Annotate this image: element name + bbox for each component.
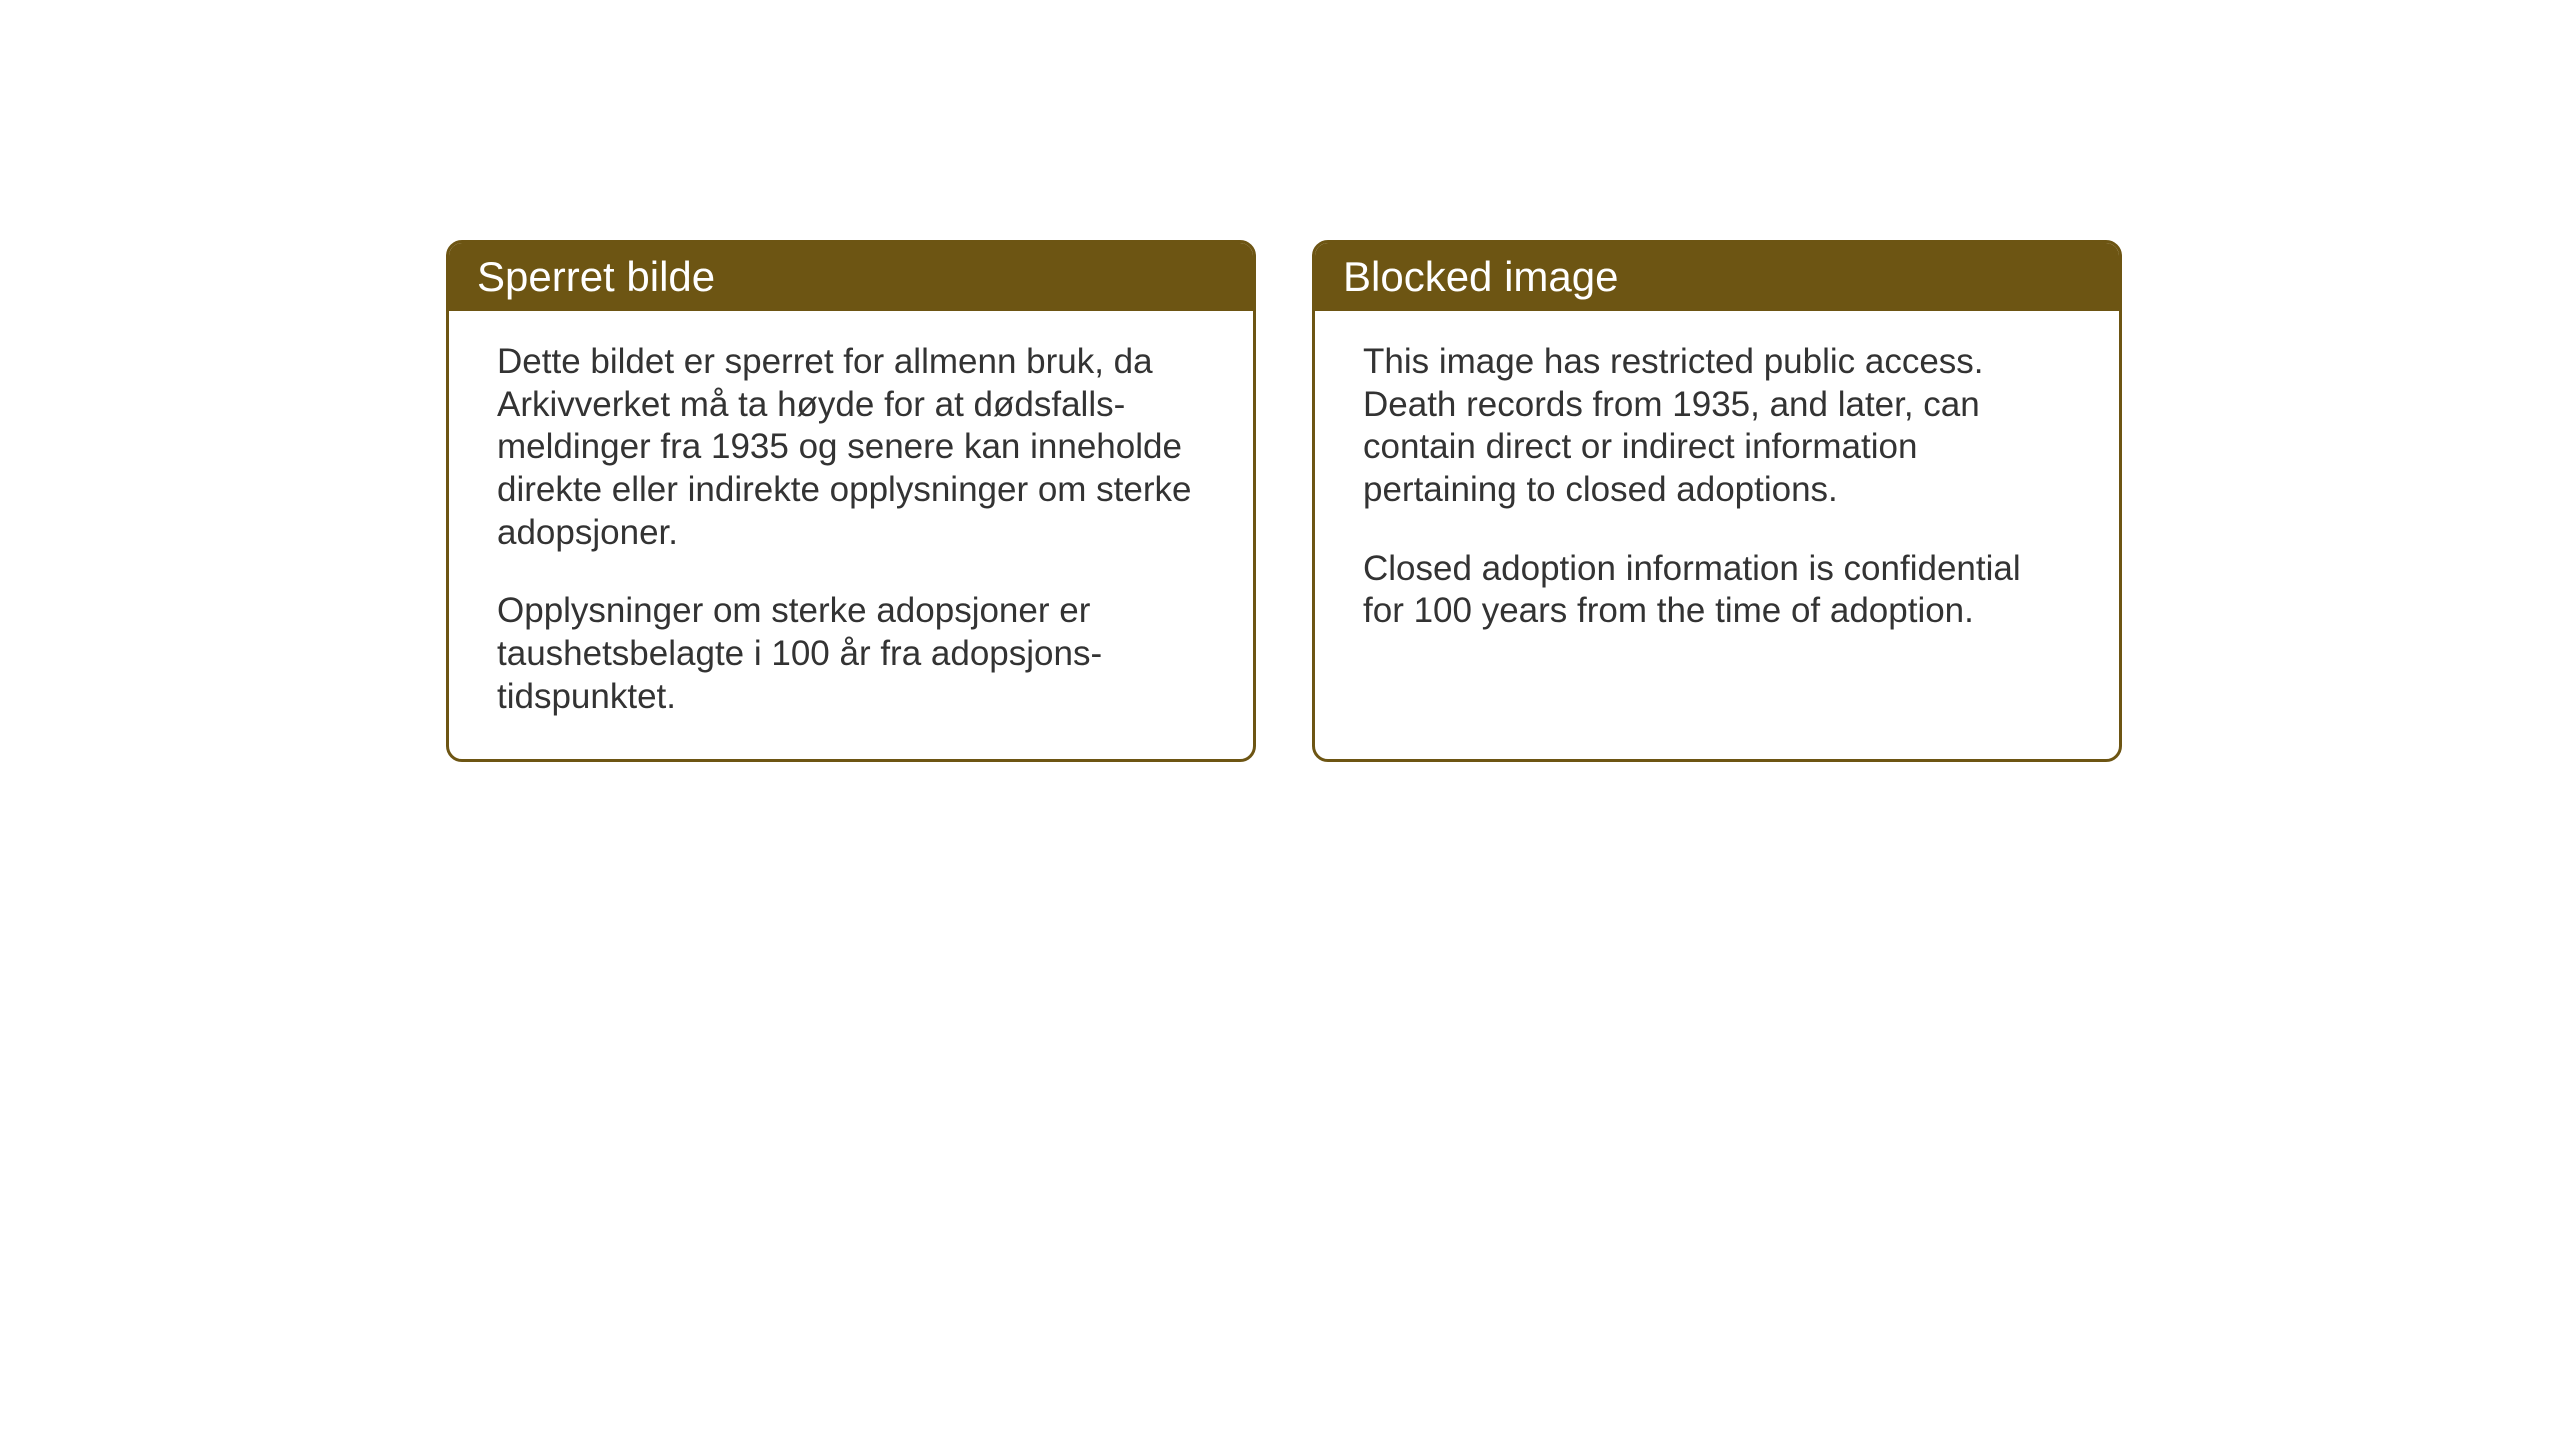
norwegian-notice-card: Sperret bilde Dette bildet er sperret fo… [446,240,1256,762]
norwegian-paragraph-1: Dette bildet er sperret for allmenn bruk… [497,341,1205,554]
norwegian-card-body: Dette bildet er sperret for allmenn bruk… [449,311,1253,759]
english-card-body: This image has restricted public access.… [1315,311,2119,673]
notice-container: Sperret bilde Dette bildet er sperret fo… [446,240,2122,762]
english-card-header: Blocked image [1315,243,2119,311]
english-paragraph-2: Closed adoption information is confident… [1363,548,2071,633]
norwegian-card-header: Sperret bilde [449,243,1253,311]
english-card-title: Blocked image [1343,253,1618,300]
english-paragraph-1: This image has restricted public access.… [1363,341,2071,512]
norwegian-card-title: Sperret bilde [477,253,715,300]
norwegian-paragraph-2: Opplysninger om sterke adopsjoner er tau… [497,590,1205,718]
english-notice-card: Blocked image This image has restricted … [1312,240,2122,762]
